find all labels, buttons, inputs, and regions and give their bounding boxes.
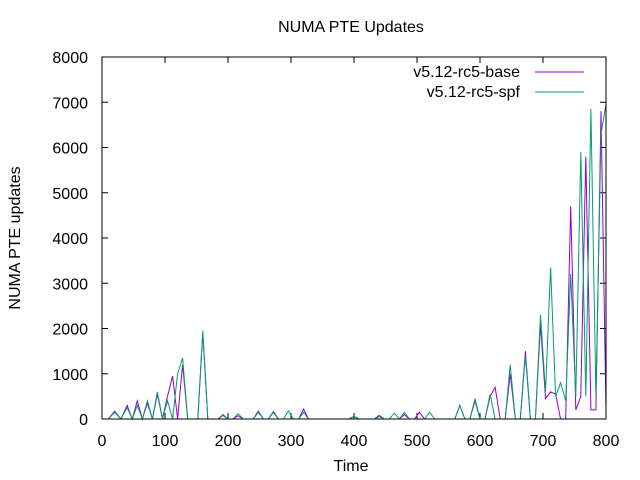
axis-ticks: 0 100 200 300 400 500 600 700 800010002000300040… xyxy=(52,50,619,450)
y-tick-label: 4000 xyxy=(52,231,88,248)
y-tick-label: 5000 xyxy=(52,186,88,203)
legend-label-spf: v5.12-rc5-spf xyxy=(427,84,521,101)
x-tick-label: 400 xyxy=(341,433,368,450)
legend: v5.12-rc5-base v5.12-rc5-spf xyxy=(413,64,584,101)
x-tick-label: 800 xyxy=(593,433,620,450)
x-tick-label: 100 xyxy=(152,433,179,450)
y-tick-label: 0 xyxy=(79,412,88,429)
x-axis-label: Time xyxy=(334,458,369,475)
series-lines xyxy=(102,104,607,421)
y-axis-label: NUMA PTE updates xyxy=(7,166,24,309)
x-tick-label: 500 xyxy=(404,433,431,450)
series-line-spf xyxy=(102,104,607,421)
y-tick-label: 7000 xyxy=(52,95,88,112)
y-tick-label: 8000 xyxy=(52,50,88,67)
y-tick-label: 1000 xyxy=(52,367,88,384)
x-tick-label: 600 xyxy=(467,433,494,450)
y-tick-label: 6000 xyxy=(52,141,88,158)
x-tick-label: 200 xyxy=(215,433,242,450)
y-tick-label: 2000 xyxy=(52,322,88,339)
legend-label-base: v5.12-rc5-base xyxy=(413,64,520,81)
x-tick-label: 300 xyxy=(278,433,305,450)
x-tick-label: 0 xyxy=(98,433,107,450)
plot-frame xyxy=(101,56,607,420)
x-tick-label: 700 xyxy=(530,433,557,450)
y-tick-label: 3000 xyxy=(52,276,88,293)
chart-title: NUMA PTE Updates xyxy=(278,19,424,36)
